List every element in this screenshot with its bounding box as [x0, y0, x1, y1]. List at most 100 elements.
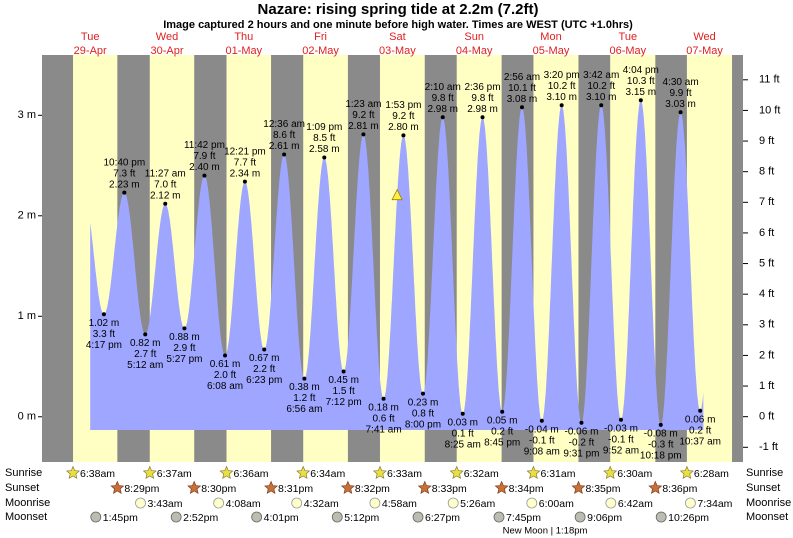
y2-tick-label: 0 ft [759, 411, 774, 423]
y2-tick-label: 4 ft [759, 288, 774, 300]
tide-point [401, 133, 406, 138]
row-label: Sunset [746, 482, 780, 494]
tide-label: 2.23 m [109, 179, 140, 190]
moonset-label: 10:26pm [668, 512, 709, 524]
tide-label: -0.1 ft [529, 435, 555, 446]
tide-label: 0.23 m [408, 397, 439, 408]
tide-label: 10:40 pm [103, 157, 145, 168]
row-label: Moonrise [746, 497, 791, 509]
tide-point [163, 201, 168, 206]
tide-point [202, 173, 207, 178]
y2-tick-label: 6 ft [759, 227, 774, 239]
tide-label: 2.98 m [467, 104, 498, 115]
tide-point [101, 312, 106, 317]
tide-label: 10:18 pm [640, 450, 682, 461]
tide-label: 3:42 am [583, 70, 619, 81]
tide-label: 2.40 m [189, 162, 220, 173]
tide-label: -0.06 m [565, 426, 599, 437]
moonrise-icon [605, 497, 617, 509]
tide-label: 2.0 ft [214, 370, 236, 381]
y2-tick-label: 8 ft [759, 166, 774, 178]
y2-tick-label: -1 ft [759, 441, 778, 453]
tide-label: 7:41 am [366, 424, 402, 435]
tide-label: 5:27 pm [166, 354, 202, 365]
tide-point [480, 115, 485, 120]
sunset-icon [187, 480, 202, 495]
sunset-icon [340, 480, 355, 495]
date-label: 02-May [302, 45, 339, 57]
sunrise-icon [219, 465, 234, 480]
tide-point [421, 391, 425, 396]
sunset-label: 8:35pm [585, 483, 620, 495]
y2-tick-label: 10 ft [759, 104, 780, 116]
date-label: 01-May [225, 45, 262, 57]
sunrise-label: 6:31am [540, 468, 575, 480]
moonrise-icon [526, 497, 538, 509]
tide-label: 2:10 am [425, 82, 461, 93]
moonrise-label: 7:34am [697, 498, 732, 510]
chart-title: Nazare: rising spring tide at 2.2m (7.2f… [258, 1, 539, 18]
tide-point [539, 418, 544, 423]
y2-tick-label: 7 ft [759, 196, 774, 208]
tide-label: 7:12 pm [326, 397, 362, 408]
tide-point [322, 155, 327, 160]
moonset-icon [655, 511, 667, 523]
tide-label: 0.88 m [169, 332, 200, 343]
tide-label: 1.2 ft [293, 393, 315, 404]
tide-point [262, 347, 267, 352]
y2-tick-label: 2 ft [759, 349, 774, 361]
weekday-label: Sun [464, 31, 484, 43]
date-label: 07-May [686, 45, 723, 57]
row-label: Moonset [5, 511, 47, 523]
weekday-label: Wed [156, 31, 178, 43]
tide-label: 11:27 am [145, 168, 186, 179]
tide-label: 5:12 am [127, 360, 163, 371]
y2-tick-label: 1 ft [759, 380, 774, 392]
tide-label: 3:20 pm [544, 70, 580, 81]
sunset-label: 8:34pm [509, 483, 544, 495]
date-label: 29-Apr [74, 45, 107, 57]
sunset-label: 8:36pm [662, 483, 697, 495]
tide-label: 3.10 m [546, 92, 577, 103]
moonrise-icon [685, 497, 696, 509]
moonset-icon [493, 511, 505, 523]
tide-label: 6:08 am [207, 381, 243, 392]
y2-tick-label: 9 ft [759, 135, 774, 147]
date-label: 03-May [379, 45, 416, 57]
sunrise-label: 6:38am [80, 468, 115, 480]
tide-label: 2.61 m [269, 141, 300, 152]
tide-label: 0.6 ft [372, 413, 394, 424]
moonset-icon [170, 511, 182, 523]
sunset-icon [417, 480, 432, 495]
sunset-label: 8:30pm [201, 483, 236, 495]
y-tick-label: 3 m [18, 109, 36, 121]
tide-label: 7.9 ft [193, 151, 215, 162]
tide-label: 1.02 m [89, 318, 120, 329]
tide-label: 10.3 ft [627, 76, 655, 87]
tide-label: 4:17 pm [86, 340, 122, 351]
tide-label: 10.1 ft [508, 83, 536, 94]
tide-point [519, 105, 524, 110]
sunrise-icon [679, 465, 694, 480]
row-label: Sunrise [5, 467, 42, 479]
sunrise-icon [449, 465, 464, 480]
tide-label: 9.2 ft [352, 110, 374, 121]
sunset-label: 8:29pm [124, 483, 159, 495]
tide-label: 3.03 m [665, 99, 696, 110]
tide-label: 9:31 pm [563, 448, 599, 459]
row-label: Sunset [5, 482, 39, 494]
tide-area [90, 100, 704, 430]
tide-label: 7.7 ft [234, 157, 256, 168]
tide-label: 9.8 ft [432, 93, 454, 104]
moonrise-icon [291, 497, 303, 509]
moonset-label: 6:27pm [425, 512, 460, 524]
tide-label: 2.81 m [348, 121, 379, 132]
tide-label: 8:00 pm [405, 419, 441, 430]
chart-subtitle: Image captured 2 hours and one minute be… [163, 19, 633, 31]
tide-point [361, 132, 366, 137]
tide-point [579, 420, 584, 425]
tide-label: 9.2 ft [392, 111, 414, 122]
tide-label: 2.9 ft [173, 343, 195, 354]
sunrise-label: 6:36am [234, 468, 269, 480]
